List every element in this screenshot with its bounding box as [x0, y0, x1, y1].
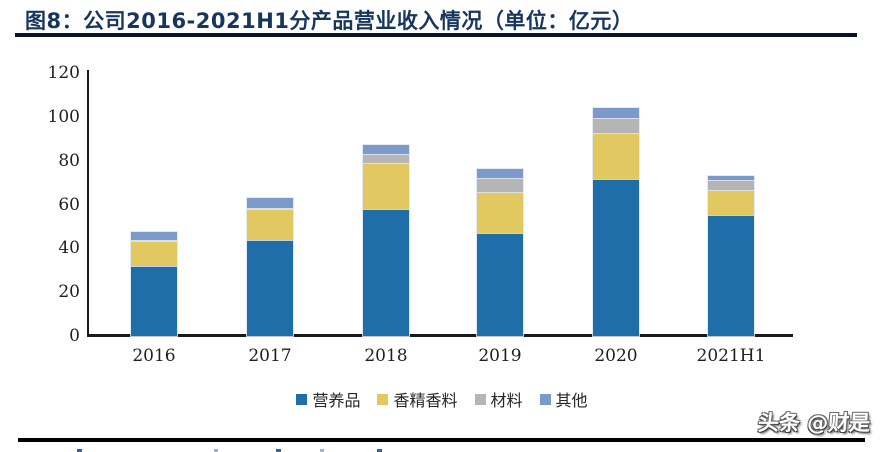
- x-tick-label-2017: 2017: [248, 346, 292, 366]
- legend-swatch-icon: [377, 393, 389, 405]
- bar-2019-香精香料: [477, 192, 523, 233]
- chart-legend: 营养品 香精香料 材料 其他: [0, 388, 884, 410]
- bar-2020-营养品: [593, 179, 639, 336]
- bar-2020-材料: [593, 117, 639, 134]
- bar-2018-其他: [363, 145, 409, 155]
- bar-2020-其他: [593, 108, 639, 118]
- y-tick-label-100: 100: [47, 106, 80, 127]
- bar-2019-营养品: [477, 233, 523, 336]
- bar-2019-材料: [477, 178, 523, 193]
- title-divider: [15, 33, 857, 37]
- bottom-divider: [18, 438, 865, 442]
- x-tick-label-2018: 2018: [364, 346, 408, 366]
- legend-label: 香精香料: [393, 391, 458, 410]
- y-axis-line: [87, 70, 89, 337]
- figure-title: 图8：公司2016-2021H1分产品营业收入情况（单位：亿元）: [25, 9, 634, 33]
- bar-2021H1-其他: [708, 176, 754, 181]
- legend-swatch-icon: [296, 393, 308, 405]
- legend-label: 其他: [555, 391, 588, 410]
- bar-2017-香精香料: [247, 208, 293, 240]
- cutoff-text-fragment: [377, 449, 382, 452]
- cutoff-text-fragment: [77, 449, 82, 452]
- y-tick-label-0: 0: [69, 326, 80, 346]
- bar-2017-其他: [247, 197, 293, 208]
- bar-2017-材料: [247, 207, 293, 209]
- x-tick-label-2019: 2019: [478, 346, 522, 366]
- bar-2016-其他: [131, 231, 177, 240]
- bar-2018-材料: [363, 154, 409, 163]
- y-tick-label-20: 20: [58, 282, 80, 303]
- bar-2021H1-材料: [708, 180, 754, 191]
- y-tick-label-40: 40: [58, 238, 80, 259]
- bar-2021H1-香精香料: [708, 190, 754, 216]
- legend-item-香精香料: 香精香料: [377, 387, 458, 411]
- bar-2021H1-营养品: [708, 215, 754, 336]
- legend-item-材料: 材料: [474, 387, 523, 411]
- x-axis-line: [87, 334, 793, 337]
- legend-label: 营养品: [312, 391, 361, 410]
- y-tick-label-120: 120: [47, 63, 80, 83]
- legend-swatch-icon: [539, 393, 551, 405]
- watermark: 头条 @财是: [756, 411, 871, 435]
- y-tick-label-80: 80: [58, 150, 80, 171]
- x-tick-label-2021H1: 2021H1: [696, 346, 766, 366]
- bar-2019-其他: [477, 169, 523, 179]
- cutoff-text-fragment: [276, 449, 281, 452]
- cutoff-text-fragment: [214, 449, 218, 452]
- legend-item-营养品: 营养品: [296, 387, 360, 411]
- bar-2016-香精香料: [131, 240, 177, 266]
- bar-2016-材料: [131, 239, 177, 241]
- bar-2018-香精香料: [363, 162, 409, 209]
- cutoff-text-fragment: [320, 449, 324, 452]
- bar-2017-营养品: [247, 239, 293, 336]
- legend-swatch-icon: [474, 393, 486, 405]
- bar-2020-香精香料: [593, 133, 639, 180]
- bar-2018-营养品: [363, 208, 409, 336]
- x-tick-label-2020: 2020: [594, 346, 638, 366]
- y-tick-label-60: 60: [58, 194, 80, 215]
- legend-item-其他: 其他: [539, 387, 588, 411]
- x-tick-label-2016: 2016: [132, 346, 176, 366]
- bar-2016-营养品: [131, 265, 177, 336]
- legend-label: 材料: [490, 391, 523, 410]
